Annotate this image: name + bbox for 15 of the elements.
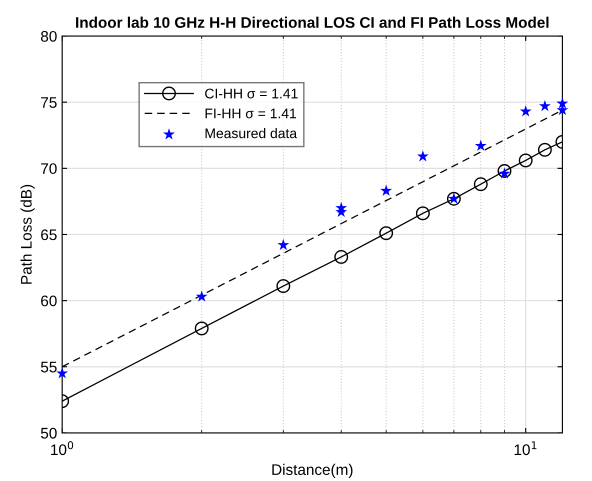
- legend-label: FI-HH σ = 1.41: [206, 108, 296, 118]
- y-axis-title: Path Loss (dB): [20, 184, 35, 284]
- y-tick-label: 55: [40, 362, 57, 372]
- legend-label: CI-HH σ = 1.41: [205, 88, 298, 98]
- y-tick-label: 80: [40, 30, 57, 42]
- x-tick-label: 10$^{1}$: [514, 441, 536, 456]
- y-tick-label: 50: [40, 428, 57, 439]
- x-axis-title: Distance(m): [272, 464, 353, 478]
- x-tick-label: 10$^{0}$: [51, 441, 74, 456]
- y-tick-label: 70: [41, 163, 57, 174]
- y-tick-label: 65: [41, 229, 57, 240]
- y-tick-label: 75: [41, 97, 57, 108]
- y-tick-label: 60: [41, 295, 57, 306]
- legend-label: Measured data: [206, 128, 298, 138]
- chart-title: Indoor lab 10 GHz H-H Directional LOS CI and FI Path Loss Model: [76, 16, 548, 28]
